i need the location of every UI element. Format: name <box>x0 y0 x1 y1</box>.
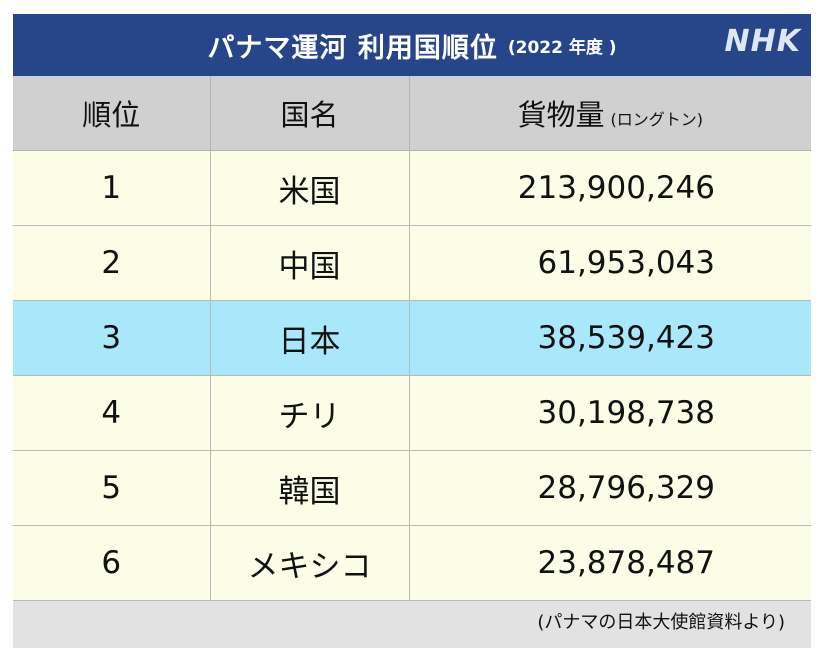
cell-cargo: 28,796,329 <box>409 450 811 526</box>
cell-country: 米国 <box>210 150 410 226</box>
ranking-table: 順位 国名 貨物量 (ロングトン) 1 米国 213,900,246 2 中国 6… <box>13 76 811 601</box>
cell-cargo: 61,953,043 <box>409 225 811 301</box>
cell-rank: 1 <box>13 150 211 226</box>
nhk-logo: NHK <box>724 24 801 59</box>
cell-cargo: 23,878,487 <box>409 525 811 601</box>
header-country: 国名 <box>210 76 410 151</box>
cell-rank: 3 <box>13 300 211 376</box>
header-cargo-unit: (ロングトン) <box>610 110 704 129</box>
cell-country: メキシコ <box>210 525 410 601</box>
cell-rank: 4 <box>13 375 211 451</box>
cell-country: 中国 <box>210 225 410 301</box>
cell-rank: 5 <box>13 450 211 526</box>
header-cargo-label: 貨物量 <box>517 98 605 132</box>
table-row: 6 メキシコ 23,878,487 <box>13 525 811 601</box>
cell-rank: 2 <box>13 225 211 301</box>
cell-rank: 6 <box>13 525 211 601</box>
page-title: パナマ運河 利用国順位 <box>207 32 498 64</box>
table-row: 5 韓国 28,796,329 <box>13 450 811 526</box>
page-subtitle: (2022 年度 ) <box>507 37 617 58</box>
cell-country: チリ <box>210 375 410 451</box>
cell-cargo: 213,900,246 <box>409 150 811 226</box>
cell-country: 韓国 <box>210 450 410 526</box>
table-row-highlighted: 3 日本 38,539,423 <box>13 300 811 376</box>
header-cargo: 貨物量 (ロングトン) <box>409 76 811 151</box>
table-row: 1 米国 213,900,246 <box>13 150 811 226</box>
source-note: (パナマの日本大使館資料より) <box>537 612 785 633</box>
cell-country: 日本 <box>210 300 410 376</box>
cell-cargo: 38,539,423 <box>409 300 811 376</box>
table-row: 2 中国 61,953,043 <box>13 225 811 301</box>
table-header-row: 順位 国名 貨物量 (ロングトン) <box>13 76 811 151</box>
ranking-panel: パナマ運河 利用国順位 (2022 年度 ) NHK 順位 国名 貨物量 (ロング… <box>13 14 811 648</box>
header-rank: 順位 <box>13 76 211 151</box>
cell-cargo: 30,198,738 <box>409 375 811 451</box>
title-bar: パナマ運河 利用国順位 (2022 年度 ) NHK <box>13 14 811 76</box>
table-row: 4 チリ 30,198,738 <box>13 375 811 451</box>
